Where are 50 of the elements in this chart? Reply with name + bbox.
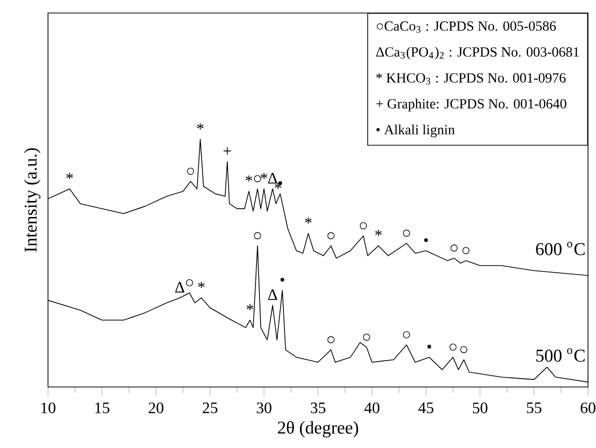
annotation: ○ [360, 222, 367, 230]
x-tick-label: 50 [472, 402, 488, 414]
x-tick-label: 55 [526, 402, 542, 414]
annotation: Δ [175, 282, 184, 292]
annotation: * [260, 173, 268, 179]
x-tick-label: 15 [95, 402, 110, 414]
x-tick-label: 20 [148, 402, 164, 414]
annotation: Δ [268, 172, 278, 184]
annotation: ○ [327, 232, 334, 240]
text: ○CaCo$_{3}$ : JCPDS No. 005-0586 [376, 21, 556, 33]
series-label: 600 $^{o}$C [536, 242, 585, 256]
annotation: * [246, 304, 254, 310]
annotation: * [66, 173, 73, 179]
annotation: • [424, 238, 428, 242]
annotation: ○ [450, 344, 457, 351]
annotation: ○ [363, 334, 370, 341]
text: + Graphite: JCPDS No. 001-0640 [376, 98, 566, 112]
annotation: Δ [268, 289, 278, 300]
annotation: * [246, 176, 252, 182]
annotation: ○ [327, 336, 334, 344]
x-tick-label: 10 [41, 402, 56, 414]
x-tick-label: 45 [418, 402, 434, 414]
x-tick-label: 35 [310, 402, 326, 414]
annotation: • [280, 278, 284, 282]
annotation: ○ [403, 230, 410, 237]
annotation: • [427, 344, 432, 349]
annotation: ○ [462, 247, 470, 254]
annotation: • [278, 181, 282, 186]
annotation: ○ [254, 175, 262, 182]
annotation: ○ [254, 232, 262, 240]
x-axis-title: 2θ (degree) [278, 421, 358, 438]
x-tick-label: 25 [202, 402, 218, 414]
annotation: * [305, 218, 312, 224]
x-tick-label: 30 [256, 402, 272, 414]
series-label: 500 $^{o}$C [536, 348, 585, 362]
annotation: ○ [450, 244, 458, 252]
text: • Alkali lignin [376, 124, 455, 138]
annotation: ○ [460, 346, 468, 354]
x-tick-label: 60 [580, 402, 596, 414]
annotation: * [197, 123, 204, 130]
annotation: + [224, 147, 232, 155]
text: * KHCO$_{3}$ : JCPDS No. 001-0976 [376, 73, 566, 85]
annotation: * [198, 282, 205, 288]
annotation: ○ [403, 331, 410, 338]
annotation: ○ [187, 168, 194, 175]
text: ΔCa$_{3}$(PO$_{4}$)$_{2}$ : JCPDS No. 003-0681 [376, 46, 579, 60]
annotation: ○ [186, 279, 193, 286]
y-axis-title: Intensity (a.u.) [24, 148, 40, 252]
x-tick-label: 40 [364, 402, 380, 414]
annotation: * [375, 230, 382, 236]
